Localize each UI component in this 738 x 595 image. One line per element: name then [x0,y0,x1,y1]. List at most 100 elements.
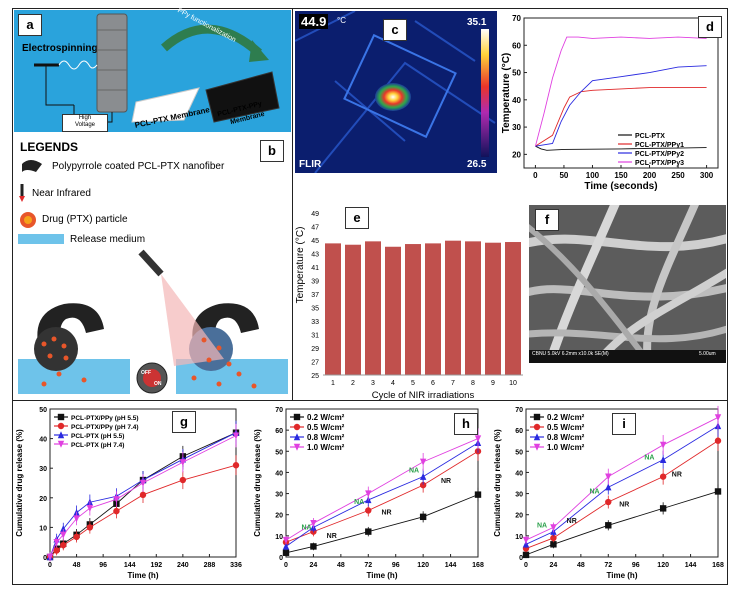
annotation-na: NA [354,499,364,506]
switch-on: ON [154,381,162,387]
x-axis-label: Time (h) [607,571,638,580]
voltage-label: Voltage [74,122,96,128]
y-tick-label: 20 [275,513,283,520]
panel-e: 25 27 29 31 33 35 37 39 41 43 45 47 49 1 2 3 4 5 6 7 8 9 10 Cyc… [295,205,527,401]
drug-particles [41,336,257,389]
series-line-PCL-PTX [535,145,707,151]
y-tick-label: 50 [39,407,47,414]
y-tick-label: 50 [275,449,283,456]
series-line-PCL-PTX/PPy3 [534,36,707,147]
x-tick-label: 48 [73,562,81,569]
data-point [550,524,557,532]
legend-label: 0.5 W/cm² [307,423,345,432]
annotation-nr: NR [382,510,392,517]
x-tick-label: 2 [351,380,355,387]
x-tick-label: 288 [204,562,216,569]
data-point [179,476,187,484]
legend-label: PCL-PTX/PPy (pH 5.5) [71,415,139,422]
bar-4 [385,246,401,375]
y-tick-label: 20 [515,513,523,520]
legend-marker [293,413,301,421]
x-tick-label: 300 [700,171,714,180]
data-point [86,524,94,531]
y-tick-label: 40 [39,437,47,444]
collector-drum [96,13,128,113]
thermal-unit: °C [337,16,346,25]
chart-g: 0 48 96 144 192 240 288 336 0 10 20 30 40 50 Time (h) C… [15,407,242,580]
y-tick-label: 30 [512,123,521,132]
x-tick-label: 100 [586,171,600,180]
annotation-na: NA [302,525,312,532]
bar-8 [465,241,481,375]
thermal-min: 26.5 [467,159,487,170]
data-point [310,543,317,550]
nir-source [138,249,164,277]
panel-g: 0 48 96 144 192 240 288 336 0 10 20 30 40 50 Time (h) C… [14,403,250,583]
legend-label: 0.8 W/cm² [307,433,345,442]
y-tick-label: 10 [515,534,523,541]
panel-c: 44.9 °C 35.1 26.5 FLIR c [295,11,497,173]
legend-label: 0.5 W/cm² [547,423,585,432]
thermal-max: 35.1 [467,17,487,28]
data-point [365,507,372,514]
plot-area [285,408,479,558]
y-tick-label: 31 [311,333,319,340]
x-tick-label: 168 [472,562,484,569]
nanofiber-icon [22,160,42,172]
data-point [53,547,60,554]
annotation-nr: NR [327,533,337,540]
data-point [60,541,67,549]
x-tick-label: 120 [417,562,429,569]
bar-10 [505,242,521,375]
label-i: i [612,413,636,435]
y-tick-label: 40 [275,470,283,477]
hotspot [375,83,411,111]
data-point [714,437,722,444]
y-tick-label: 30 [515,492,523,499]
y-tick-label: 29 [311,346,319,353]
bar-3 [365,241,381,375]
data-point [60,525,67,533]
data-point [60,531,67,539]
legend-label: PCL-PTX (pH 7.4) [71,442,124,449]
annotation-nr: NR [567,518,577,525]
bar-5 [405,244,421,375]
electrospinning-label: Electrospinning [22,43,98,54]
legend-label: PCL-PTX/PPy1 [635,142,684,149]
data-point [714,414,722,422]
sem-caption: CBNU 5.0kV 6.2mm x10.0k SE(M) [532,351,609,357]
annotation-na: NA [590,489,600,496]
y-axis-label: Temperature (°C) [501,53,512,134]
legend-label: 0.2 W/cm² [307,413,345,422]
label-d: d [698,16,722,38]
series-line-PCL-PTX/PPy1 [535,87,707,147]
legend-label: 1.0 W/cm² [307,443,345,452]
legend-nir: Near Infrared [32,188,91,199]
legend-marker [533,443,541,451]
y-axis-label: Cumulative drug release (%) [493,429,502,537]
data-point [73,515,80,523]
data-point [474,491,482,498]
bar-2 [345,244,361,375]
y-tick-label: 43 [311,252,319,259]
panel-b: b LEGENDS Polypyrrole coated PCL-PTX nan… [14,134,291,399]
x-tick-label: 24 [310,562,318,569]
legend-nanofiber: Polypyrrole coated PCL-PTX nanofiber [52,161,225,172]
x-tick-label: 10 [509,380,517,387]
y-tick-label: 0 [279,555,283,562]
flir-logo: FLIR [299,159,322,170]
x-tick-label: 200 [643,171,657,180]
x-tick-label: 144 [685,562,697,569]
data-point [53,539,60,546]
legend-label: PCL-PTX (pH 5.5) [71,433,124,440]
data-point [419,458,427,466]
legend-label: PCL-PTX [635,133,665,140]
data-point [73,533,80,541]
chart-h: 0 24 48 72 96 120 144 168 0 10 20 30 40 50 60 70 Time (h… [253,407,484,580]
high-label: High [78,115,92,121]
data-point [46,553,54,561]
legend-marker [293,423,301,431]
y-tick-label: 50 [512,69,521,78]
